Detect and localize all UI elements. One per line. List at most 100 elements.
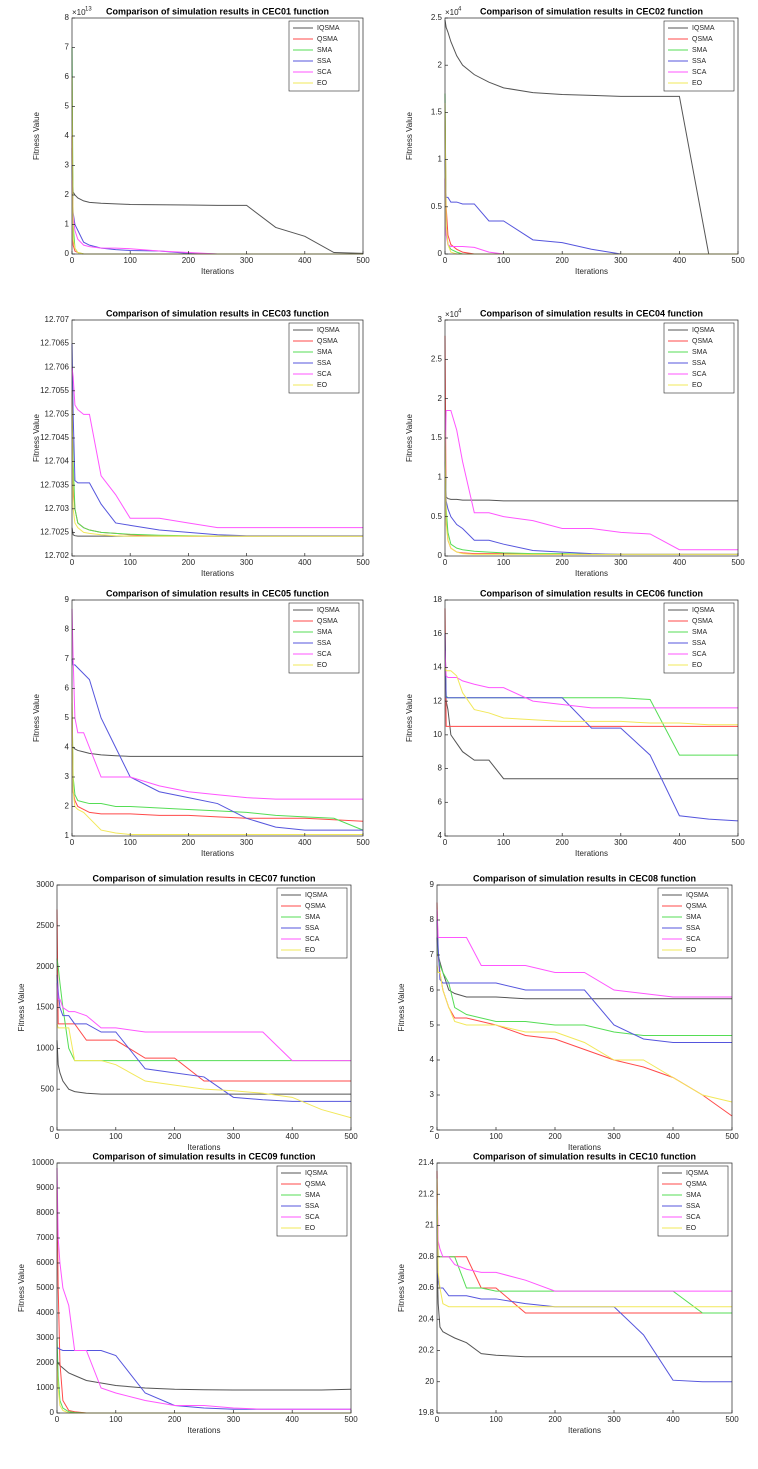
legend-label: EO — [305, 947, 316, 954]
y-axis-label: Fitness Value — [405, 414, 414, 462]
legend-label: SSA — [317, 58, 331, 65]
y-tick-label: 6 — [65, 684, 70, 693]
series-line — [436, 919, 732, 1036]
x-tick-label: 500 — [344, 1132, 358, 1141]
legend-label: SSA — [317, 360, 331, 367]
series-line — [444, 409, 738, 551]
y-tick-label: 3 — [438, 315, 443, 324]
legend-label: SCA — [305, 1214, 320, 1221]
x-tick-label: 400 — [673, 558, 687, 567]
subplot: 0100020003000400050006000700080009000100… — [17, 1151, 358, 1435]
legend-label: SMA — [692, 47, 708, 54]
x-tick-label: 500 — [725, 1415, 739, 1424]
y-tick-label: 8000 — [36, 1208, 54, 1217]
x-tick-label: 100 — [124, 838, 138, 847]
y-tick-label: 1000 — [36, 1043, 54, 1052]
legend-label: IQSMA — [317, 607, 340, 614]
legend-label: EO — [686, 947, 697, 954]
legend-label: EO — [692, 662, 703, 669]
legend-label: QSMA — [686, 1181, 707, 1188]
y-tick-label: 2 — [65, 190, 70, 199]
series-line — [436, 1194, 732, 1292]
subplot: 0 500 1000 1500 2000 2500 3000 0 100 200 300 400 500… — [17, 873, 358, 1152]
y-scale-exponent: 4 — [458, 7, 462, 13]
legend-label: SSA — [692, 58, 706, 65]
y-tick-label: 10000 — [32, 1158, 55, 1167]
legend-label: SSA — [686, 1203, 700, 1210]
x-axis-label: Iterations — [575, 849, 608, 858]
legend-label: EO — [317, 662, 328, 669]
x-axis-label: Iterations — [568, 1426, 601, 1435]
x-tick-label: 0 — [443, 558, 448, 567]
legend-label: IQSMA — [686, 1170, 709, 1177]
y-tick-label: 18 — [433, 595, 442, 604]
x-tick-label: 0 — [435, 1415, 440, 1424]
x-tick-label: 500 — [356, 838, 370, 847]
y-tick-label: 12.7065 — [40, 339, 69, 348]
series-line — [56, 1023, 352, 1119]
legend-label: SCA — [317, 651, 332, 658]
x-tick-label: 300 — [607, 1132, 621, 1141]
legend-label: IQSMA — [305, 892, 328, 899]
legend-box — [288, 322, 360, 394]
y-tick-label: 14 — [433, 663, 442, 672]
legend-label: IQSMA — [686, 892, 709, 899]
y-tick-label: 2 — [438, 60, 443, 69]
x-tick-label: 100 — [497, 838, 511, 847]
y-tick-label: 20.8 — [418, 1252, 434, 1261]
legend-box — [657, 887, 729, 959]
y-axis-label: Fitness Value — [17, 1264, 26, 1312]
x-tick-label: 300 — [607, 1415, 621, 1424]
x-tick-label: 400 — [666, 1415, 680, 1424]
x-tick-label: 100 — [109, 1132, 123, 1141]
y-tick-label: 6 — [430, 985, 435, 994]
x-tick-label: 300 — [240, 558, 254, 567]
chart-title: Comparison of simulation results in CEC0… — [106, 588, 329, 598]
y-tick-label: 1 — [65, 220, 70, 229]
legend-label: SSA — [686, 925, 700, 932]
legend-label: SCA — [317, 371, 332, 378]
x-tick-label: 500 — [731, 838, 745, 847]
y-tick-label: 7 — [65, 43, 70, 52]
y-tick-label: 8 — [430, 915, 435, 924]
x-tick-label: 100 — [489, 1415, 503, 1424]
legend-label: SSA — [692, 360, 706, 367]
y-tick-label: 7000 — [36, 1233, 54, 1242]
y-axis-label: Fitness Value — [405, 112, 414, 160]
y-tick-label: 8 — [65, 625, 70, 634]
x-tick-label: 400 — [286, 1132, 300, 1141]
x-axis-label: Iterations — [575, 569, 608, 578]
y-tick-label: 0 — [438, 249, 443, 258]
series-line — [71, 147, 364, 254]
x-tick-label: 0 — [70, 838, 75, 847]
series-line — [56, 958, 351, 1062]
x-tick-label: 100 — [489, 1132, 503, 1141]
y-tick-label: 12.702 — [45, 551, 70, 560]
y-tick-label: 6000 — [36, 1258, 54, 1267]
y-tick-label: 21.2 — [418, 1189, 434, 1198]
x-tick-label: 400 — [673, 256, 687, 265]
series-line — [71, 703, 364, 831]
x-tick-label: 0 — [55, 1132, 60, 1141]
series-line — [436, 1256, 732, 1358]
legend-label: SCA — [317, 69, 332, 76]
legend-label: QSMA — [692, 618, 713, 625]
series-line — [444, 445, 738, 502]
x-tick-label: 100 — [124, 256, 138, 265]
y-tick-label: 12.7025 — [40, 528, 69, 537]
subplot: 0 0.5 1 1.5 2 2.5 3 0 100 200 300 400 500 Comparison … — [405, 308, 745, 578]
y-tick-label: 6 — [65, 72, 70, 81]
y-tick-label: 2500 — [36, 921, 54, 930]
y-scale-base: ×10 — [72, 8, 86, 17]
x-tick-label: 0 — [70, 256, 75, 265]
chart-title: Comparison of simulation results in CEC0… — [480, 6, 703, 16]
y-tick-label: 1 — [438, 472, 443, 481]
legend-label: SMA — [305, 914, 321, 921]
y-tick-label: 12.7045 — [40, 433, 69, 442]
legend-label: QSMA — [317, 338, 338, 345]
x-tick-label: 0 — [70, 558, 75, 567]
y-tick-label: 21 — [425, 1221, 434, 1230]
y-tick-label: 8 — [65, 13, 70, 22]
series-line — [71, 744, 363, 757]
